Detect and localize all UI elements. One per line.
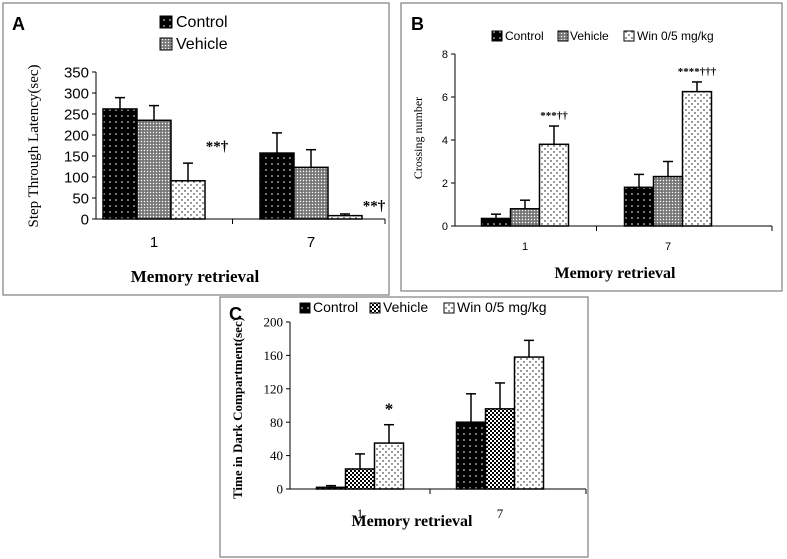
significance-annotation: ****††† — [678, 66, 717, 78]
x-tick-label: 1 — [150, 234, 158, 251]
y-tick-label: 40 — [270, 448, 283, 463]
panel-a-frame — [2, 2, 390, 296]
significance-annotation: **† — [363, 199, 386, 215]
y-tick-label: 200 — [264, 315, 284, 330]
y-tick-label: 120 — [264, 381, 284, 396]
legend-swatch — [491, 30, 503, 42]
bar — [484, 408, 516, 490]
x-tick-label: 1 — [357, 506, 364, 521]
y-axis-title: Crossing number — [411, 97, 425, 179]
legend-label: Vehicle — [570, 29, 609, 43]
y-axis-title: Time in Dark Compartment(sec) — [230, 317, 245, 499]
y-tick-label: 150 — [64, 148, 89, 165]
legend-label: Vehicle — [176, 36, 228, 53]
bar — [259, 152, 295, 220]
legend-label: Win 0/5 mg/kg — [457, 299, 546, 315]
legend-swatch — [623, 30, 635, 42]
panel-letter: C — [229, 304, 242, 324]
x-tick-label: 7 — [497, 506, 504, 521]
legend-label: Win 0/5 mg/kg — [637, 29, 714, 43]
significance-annotation: ***†† — [540, 110, 568, 122]
panel-c-frame — [219, 296, 589, 558]
legend-swatch — [299, 302, 311, 314]
legend-swatch — [159, 15, 173, 29]
legend-label: Control — [176, 14, 228, 31]
x-axis-title: Memory retrieval — [555, 265, 677, 282]
bar — [652, 175, 684, 227]
bar — [315, 486, 347, 490]
y-tick-label: 50 — [72, 190, 89, 207]
y-tick-label: 80 — [270, 415, 283, 430]
y-tick-label: 2 — [442, 178, 448, 190]
y-tick-label: 300 — [64, 85, 89, 102]
bar — [327, 214, 363, 220]
y-tick-label: 0 — [442, 221, 448, 233]
bar — [513, 356, 545, 490]
legend-swatch — [159, 37, 173, 51]
bar — [170, 180, 206, 220]
x-axis-title: Memory retrieval — [352, 513, 474, 530]
bar — [509, 208, 541, 227]
bar — [293, 166, 329, 220]
bar — [480, 217, 512, 227]
y-tick-label: 160 — [264, 348, 284, 363]
panel-b: B 0 2 4 6 8 1 7 ***†† ****††† Crossing number Memor… — [411, 14, 773, 282]
legend-swatch — [443, 302, 455, 314]
bar — [373, 442, 405, 490]
y-tick-label: 350 — [64, 64, 89, 81]
y-tick-label: 0 — [277, 482, 284, 497]
bar — [102, 108, 138, 220]
y-tick-label: 8 — [442, 49, 448, 61]
panel-letter: B — [411, 14, 424, 34]
legend-label: Control — [313, 299, 358, 315]
bar — [455, 421, 487, 490]
legend-label: Vehicle — [383, 299, 428, 315]
x-tick-label: 7 — [665, 241, 671, 253]
y-tick-label: 4 — [442, 135, 448, 147]
panel-b-frame — [400, 2, 783, 292]
legend-swatch — [557, 30, 569, 42]
y-tick-label: 100 — [64, 169, 89, 186]
y-tick-label: 0 — [81, 211, 89, 228]
panel-a: A 0 50 100 150 200 250 300 350 1 7 **† **† Step Throu… — [12, 14, 386, 286]
panel-c: C 0 40 80 120 160 200 1 7 * Time in Dark Compartme… — [229, 299, 587, 530]
x-tick-label: 7 — [307, 234, 315, 251]
x-tick-label: 1 — [522, 241, 528, 253]
legend-label: Control — [505, 29, 544, 43]
bar — [681, 90, 713, 227]
y-tick-label: 250 — [64, 106, 89, 123]
bar — [136, 119, 172, 220]
y-tick-label: 200 — [64, 127, 89, 144]
bar — [538, 143, 570, 227]
y-tick-label: 6 — [442, 92, 448, 104]
significance-annotation: **† — [206, 139, 229, 155]
bar — [623, 186, 655, 227]
significance-annotation: * — [385, 400, 394, 419]
y-axis-title: Step Through Latency(sec) — [26, 64, 42, 227]
panel-letter: A — [12, 14, 25, 34]
bar — [344, 468, 376, 490]
x-axis-title: Memory retrieval — [131, 267, 260, 286]
legend-swatch — [369, 302, 381, 314]
